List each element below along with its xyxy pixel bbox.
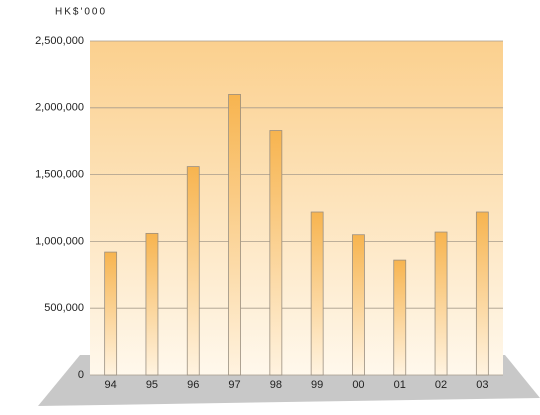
bar — [145, 232, 159, 376]
y-tick-label: 1,000,000 — [35, 235, 84, 247]
bar — [310, 211, 324, 376]
y-tick-label: 0 — [78, 369, 84, 381]
x-tick-label: 95 — [146, 379, 158, 391]
x-tick-label: 99 — [311, 379, 323, 391]
bar — [434, 231, 448, 376]
bar — [228, 94, 241, 376]
x-tick-label: 98 — [270, 379, 282, 391]
y-tick-label: 1,500,000 — [35, 169, 84, 181]
plot-background — [90, 41, 503, 375]
x-tick-label: 00 — [352, 379, 364, 391]
x-tick-label: 97 — [228, 379, 240, 391]
x-tick-label: 03 — [476, 379, 488, 391]
bar — [269, 130, 283, 376]
y-tick-label: 2,500,000 — [35, 35, 84, 47]
bar — [352, 234, 365, 376]
y-axis-label: HK$'000 — [55, 7, 107, 18]
bar — [104, 251, 118, 376]
bar — [475, 211, 489, 376]
x-tick-label: 94 — [105, 379, 117, 391]
x-tick-label: 02 — [435, 379, 447, 391]
x-tick-label: 01 — [394, 379, 406, 391]
y-tick-label: 2,000,000 — [35, 102, 84, 114]
x-tick-label: 96 — [187, 379, 199, 391]
bar — [186, 166, 200, 376]
bar — [393, 259, 407, 376]
y-tick-label: 500,000 — [44, 302, 84, 314]
